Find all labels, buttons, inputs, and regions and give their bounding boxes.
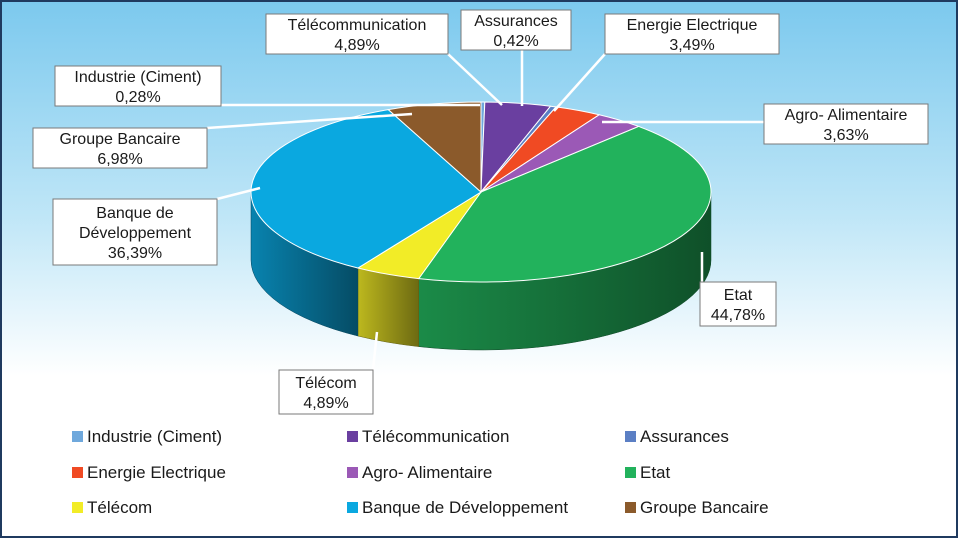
callout-label: Télécommunication xyxy=(288,17,427,34)
legend-label: Télécommunication xyxy=(362,427,509,446)
legend-label: Télécom xyxy=(87,498,152,517)
legend-swatch xyxy=(347,431,358,442)
callout-energie-electrique: Energie Electrique 3,49% xyxy=(553,13,780,112)
legend-item-etat: Etat xyxy=(625,463,671,482)
callout-agro-alimentaire: Agro- Alimentaire 3,63% xyxy=(602,103,929,145)
callout-box xyxy=(52,198,218,266)
legend-swatch xyxy=(72,431,83,442)
callout-label: Groupe Bancaire xyxy=(60,131,181,148)
callout-label: Industrie (Ciment) xyxy=(74,69,201,86)
legend-swatch xyxy=(625,467,636,478)
callout-box xyxy=(54,65,222,107)
legend-item-groupe-bancaire: Groupe Bancaire xyxy=(625,498,769,517)
legend-item-agro-alimentaire: Agro- Alimentaire xyxy=(347,463,492,482)
callout-box xyxy=(763,103,929,145)
callout-label: Etat xyxy=(724,287,753,304)
legend-swatch xyxy=(347,502,358,513)
callout-industrie-ciment: Industrie (Ciment) 0,28% xyxy=(54,65,480,107)
legend-label: Industrie (Ciment) xyxy=(87,427,222,446)
legend-item-assurances: Assurances xyxy=(625,427,729,446)
leader-line xyxy=(553,53,606,112)
callout-label: Développement xyxy=(79,225,192,242)
callout-telecommunication: Télécommunication 4,89% xyxy=(265,13,503,106)
legend-item-telecommunication: Télécommunication xyxy=(347,427,509,446)
callout-box xyxy=(278,369,374,415)
callout-box xyxy=(32,127,208,169)
callouts: Industrie (Ciment) 0,28% Télécommunication… xyxy=(32,9,929,415)
callout-value: 3,63% xyxy=(823,127,868,144)
pie-tops xyxy=(250,101,712,283)
legend-swatch xyxy=(72,467,83,478)
callout-label: Banque de xyxy=(96,205,174,222)
callout-box xyxy=(265,13,449,55)
legend-label: Assurances xyxy=(640,427,729,446)
legend-swatch xyxy=(72,502,83,513)
callout-groupe-bancaire: Groupe Bancaire 6,98% xyxy=(32,112,413,169)
callout-assurances: Assurances 0,42% xyxy=(460,9,572,106)
callout-label: Energie Electrique xyxy=(627,17,758,34)
leader-line xyxy=(206,112,413,130)
legend-label: Groupe Bancaire xyxy=(640,498,769,517)
callout-label: Agro- Alimentaire xyxy=(785,107,908,124)
slice-banque-de-developpement xyxy=(250,109,482,269)
legend-label: Banque de Développement xyxy=(362,498,568,517)
callout-label: Assurances xyxy=(474,13,558,30)
legend-swatch xyxy=(625,502,636,513)
legend-item-banque-de-developpement: Banque de Développement xyxy=(347,498,568,517)
callout-value: 6,98% xyxy=(97,151,142,168)
legend-swatch xyxy=(347,467,358,478)
callout-box xyxy=(460,9,572,51)
legend-label: Agro- Alimentaire xyxy=(362,463,492,482)
callout-value: 0,28% xyxy=(115,89,160,106)
legend-label: Energie Electrique xyxy=(87,463,226,482)
callout-value: 44,78% xyxy=(711,307,765,324)
legend-item-energie-electrique: Energie Electrique xyxy=(72,463,226,482)
callout-value: 4,89% xyxy=(334,37,379,54)
callout-value: 4,89% xyxy=(303,395,348,412)
callout-box xyxy=(604,13,780,55)
pie-sides xyxy=(250,191,712,351)
callout-banque-de-developpement: Banque de Développement 36,39% xyxy=(52,186,261,266)
legend-label: Etat xyxy=(640,463,671,482)
legend-item-industrie-ciment: Industrie (Ciment) xyxy=(72,427,222,446)
slice-side-telecom xyxy=(357,267,419,347)
slice-etat xyxy=(417,125,712,283)
leader-line xyxy=(447,53,503,106)
legend-swatch xyxy=(625,431,636,442)
callout-value: 3,49% xyxy=(669,37,714,54)
callout-label: Télécom xyxy=(295,375,356,392)
callout-etat: Etat 44,78% xyxy=(699,252,777,327)
callout-value: 0,42% xyxy=(493,33,538,50)
leader-line xyxy=(216,186,261,201)
callout-box xyxy=(699,281,777,327)
callout-telecom: Télécom 4,89% xyxy=(278,331,379,415)
legend-item-telecom: Télécom xyxy=(72,498,152,517)
callout-value: 36,39% xyxy=(108,245,162,262)
legend: Industrie (Ciment) Télécommunication Assur… xyxy=(72,427,769,517)
leader-line xyxy=(371,331,379,371)
